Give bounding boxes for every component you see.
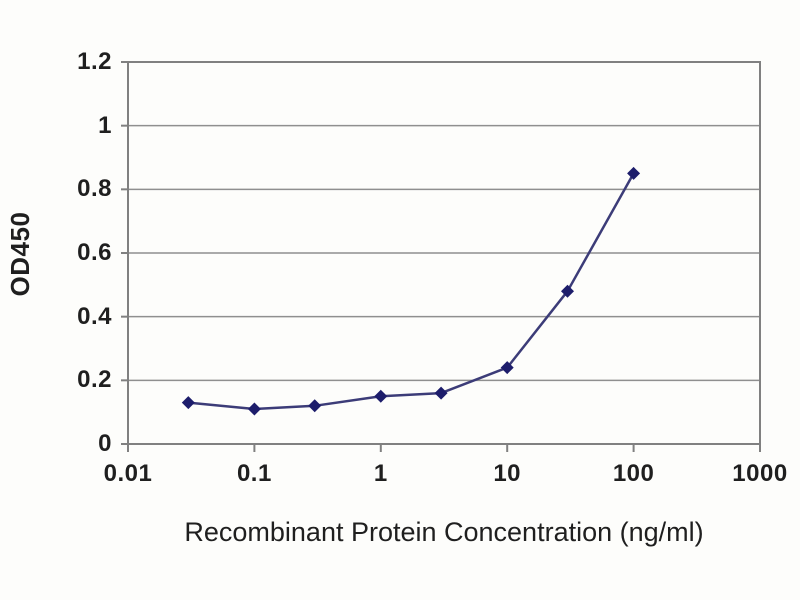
data-line	[188, 172, 635, 411]
y-tick-label: 1	[98, 111, 112, 139]
x-tick-label: 0.01	[103, 460, 153, 487]
y-tick-label: 1.2	[77, 48, 112, 75]
y-tick-label: 0	[98, 430, 112, 457]
y-tick-label: 0.2	[77, 366, 112, 394]
data-point	[627, 166, 641, 180]
data-point	[500, 361, 514, 375]
data-point	[374, 389, 388, 403]
x-tick-label: 0.1	[236, 460, 272, 487]
x-tick-label: 10	[493, 460, 522, 487]
data-point	[181, 396, 195, 410]
data-point	[308, 399, 322, 413]
plot-frame	[127, 61, 761, 445]
data-point	[247, 402, 261, 416]
data-point	[561, 284, 575, 298]
x-axis-title: Recombinant Protein Concentration (ng/ml…	[184, 517, 704, 547]
x-tick-label: 1000	[732, 460, 788, 487]
y-tick-label: 0.6	[77, 239, 112, 266]
y-tick-label: 0.8	[77, 175, 112, 203]
data-point	[434, 386, 448, 400]
x-tick-label: 100	[612, 460, 655, 487]
x-tick-label: 1	[373, 460, 388, 487]
y-tick-label: 0.4	[77, 302, 112, 330]
